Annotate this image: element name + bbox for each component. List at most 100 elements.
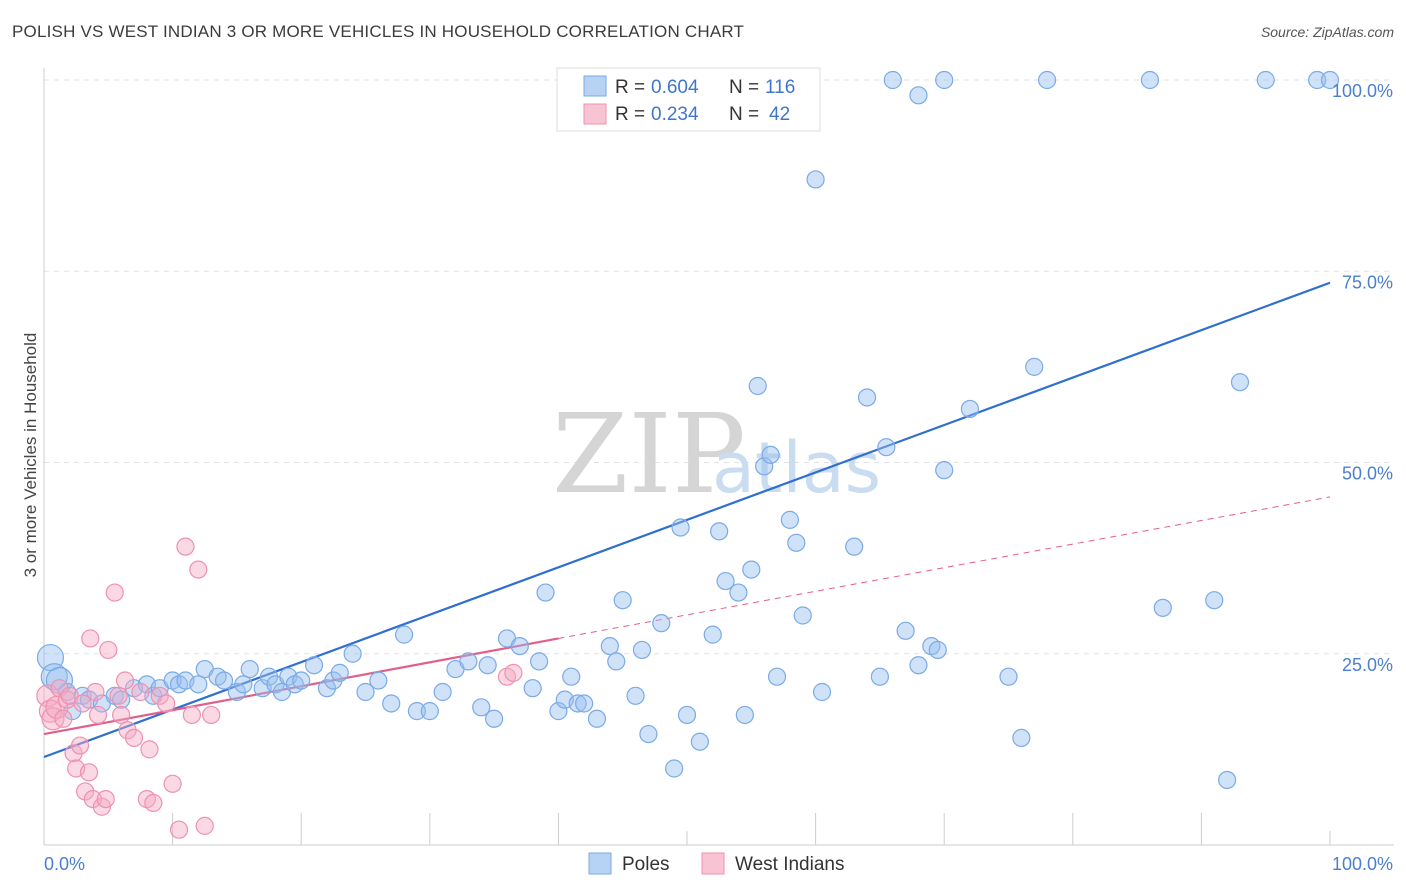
poles-n-label: N = — [729, 77, 759, 98]
west-indians-trendline-extension — [558, 496, 1331, 639]
poles-point-63 — [632, 640, 652, 660]
poles-point-83 — [806, 170, 825, 189]
poles-point-84 — [812, 682, 832, 702]
west-indians-point-22 — [112, 705, 131, 725]
west-indians-point-26 — [131, 682, 150, 702]
poles-point-99 — [1037, 70, 1057, 90]
poles-point-100 — [1153, 598, 1172, 617]
west-indians-r-label: R = — [615, 104, 645, 125]
poles-point-107 — [1140, 70, 1160, 90]
poles-point-2 — [45, 666, 74, 695]
poles-n-value: 116 — [765, 77, 795, 98]
poles-point-87 — [870, 667, 890, 686]
poles-point-42 — [433, 682, 452, 702]
west-indians-point-0 — [36, 684, 60, 708]
west-indians-point-28 — [140, 740, 159, 759]
poles-point-94 — [935, 461, 954, 480]
west-indians-point-20 — [105, 583, 124, 602]
poles-point-104 — [1256, 70, 1275, 90]
poles-point-35 — [343, 644, 362, 663]
poles-point-45 — [472, 698, 491, 717]
poles-point-34 — [330, 663, 349, 682]
west-indians-point-29 — [144, 793, 163, 813]
poles-point-47 — [485, 709, 504, 728]
poles-point-37 — [369, 671, 388, 690]
poles-point-93 — [928, 640, 947, 660]
poles-point-64 — [639, 724, 658, 744]
poles-point-36 — [356, 682, 375, 702]
west-indians-point-18 — [96, 789, 115, 809]
watermark-zip: ZIP — [552, 390, 746, 518]
poles-point-52 — [536, 583, 555, 602]
poles-point-20 — [214, 671, 234, 690]
tick-labels: 25.0% 50.0% 75.0% 100.0% 0.0% 100.0% — [44, 81, 1393, 874]
poles-point-23 — [240, 659, 259, 679]
poles-trendline — [43, 281, 1331, 759]
poles-point-61 — [613, 591, 632, 610]
poles-point-53 — [549, 702, 568, 721]
poles-point-96 — [999, 667, 1018, 686]
poles-point-85 — [845, 537, 864, 556]
poles-point-67 — [671, 518, 690, 537]
y-tick-label-1: 50.0% — [1342, 464, 1393, 484]
poles-point-90 — [896, 621, 915, 640]
poles-point-72 — [716, 571, 735, 591]
west-indians-point-33 — [169, 820, 189, 839]
poles-point-58 — [587, 709, 607, 728]
poles-point-57 — [575, 694, 594, 713]
poles-point-105 — [1308, 70, 1327, 90]
series-legend: Poles West Indians — [588, 852, 844, 875]
poles-point-71 — [710, 522, 729, 541]
poles-point-78 — [761, 445, 780, 464]
poles-point-46 — [478, 656, 497, 675]
source-label: Source: ZipAtlas.com — [1260, 24, 1394, 40]
poles-point-70 — [703, 625, 722, 644]
poles-point-65 — [652, 614, 671, 633]
legend-west-indians-label: West Indians — [735, 854, 844, 875]
poles-r-label: R = — [615, 77, 645, 98]
west-indians-point-40 — [504, 663, 523, 682]
west-indians-point-5 — [54, 709, 73, 728]
west-indians-point-32 — [163, 774, 182, 793]
poles-point-101 — [1205, 591, 1224, 610]
west-indians-point-19 — [99, 640, 118, 660]
poles-point-66 — [665, 759, 684, 778]
poles-point-41 — [420, 702, 439, 721]
poles-point-103 — [1230, 373, 1250, 392]
y-axis-label: 3 or more Vehicles in Household — [21, 333, 40, 578]
poles-point-44 — [459, 652, 478, 671]
poles-point-89 — [883, 70, 902, 90]
poles-point-102 — [1218, 770, 1237, 790]
poles-point-31 — [304, 656, 324, 675]
poles-point-60 — [607, 652, 626, 671]
watermark-atlas: atlas — [712, 427, 881, 509]
poles-point-95 — [960, 399, 980, 419]
west-indians-point-36 — [189, 560, 208, 579]
poles-point-39 — [394, 625, 414, 644]
west-indians-point-41 — [81, 629, 100, 648]
poles-point-97 — [1012, 728, 1031, 748]
poles-point-74 — [735, 705, 754, 725]
west-indians-point-38 — [202, 705, 221, 725]
poles-point-75 — [742, 560, 761, 579]
west-indians-n-label: N = — [729, 104, 759, 125]
poles-point-59 — [600, 636, 619, 656]
poles-point-17 — [189, 675, 208, 694]
poles-point-38 — [382, 694, 401, 713]
poles-point-76 — [748, 376, 767, 396]
poles-point-79 — [767, 667, 787, 686]
poles-point-40 — [407, 702, 427, 721]
west-indians-point-31 — [157, 694, 176, 713]
west-indians-point-25 — [124, 728, 144, 748]
watermark: ZIP atlas — [552, 390, 881, 518]
legend-poles-label: Poles — [622, 854, 670, 875]
chart-title: POLISH VS WEST INDIAN 3 OR MORE VEHICLES… — [12, 22, 745, 41]
poles-point-56 — [568, 694, 587, 713]
poles-point-30 — [292, 671, 311, 690]
poles-point-22 — [234, 675, 253, 694]
poles-point-98 — [1025, 357, 1044, 376]
west-indians-n-value: 42 — [769, 104, 790, 125]
west-indians-point-12 — [76, 782, 95, 801]
poles-point-109 — [909, 86, 928, 105]
poles-point-1 — [40, 663, 68, 691]
